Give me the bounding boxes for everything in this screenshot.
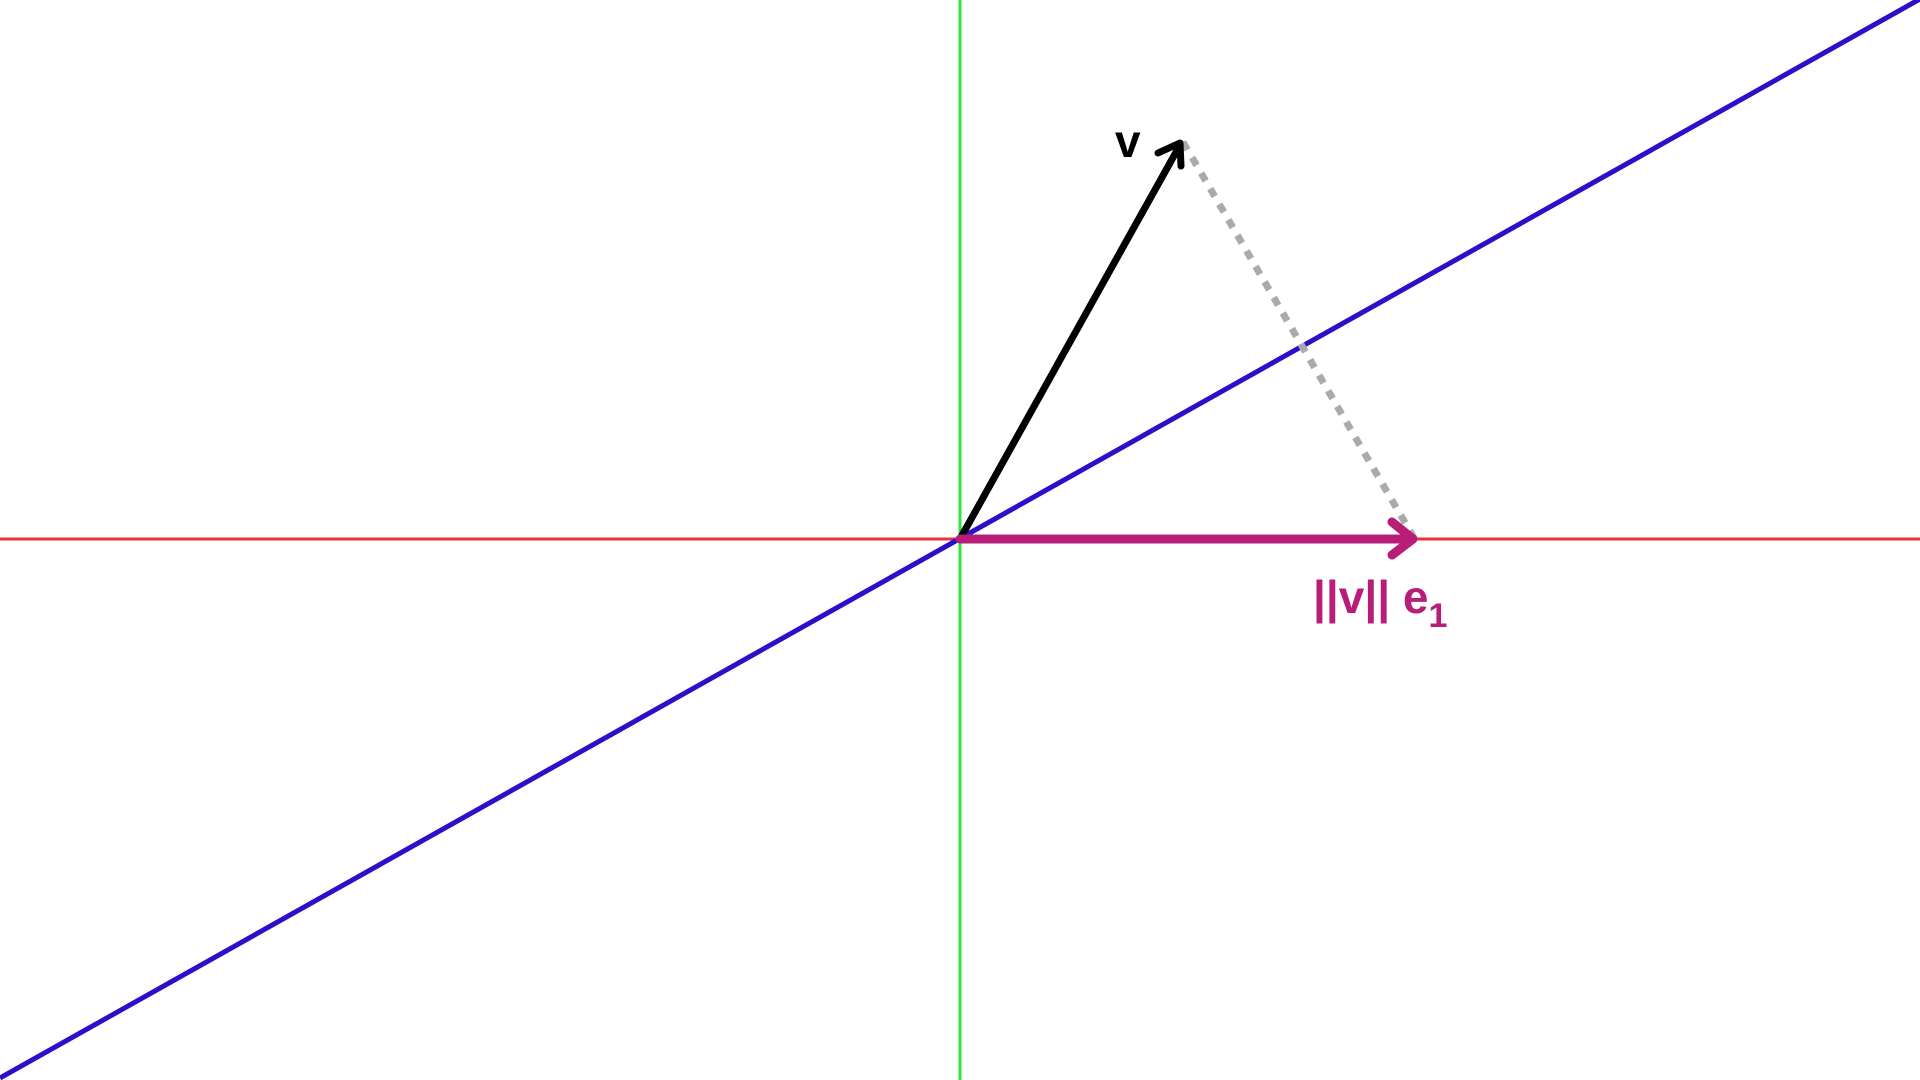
projection-vector-label: ||v|| e1	[1313, 571, 1447, 635]
projection-vector-arrow	[955, 517, 1418, 560]
dotted-connector	[1179, 140, 1418, 540]
projection-label-subscript: 1	[1428, 597, 1447, 635]
projection-vector-arrowhead	[1387, 517, 1418, 560]
vector-v-label: v	[1115, 115, 1141, 167]
vector-v-shaft	[956, 141, 1184, 543]
vector-v-arrow	[956, 139, 1185, 543]
projection-label-main: ||v|| e	[1313, 571, 1428, 623]
vector-v-arrowhead	[1154, 139, 1185, 170]
